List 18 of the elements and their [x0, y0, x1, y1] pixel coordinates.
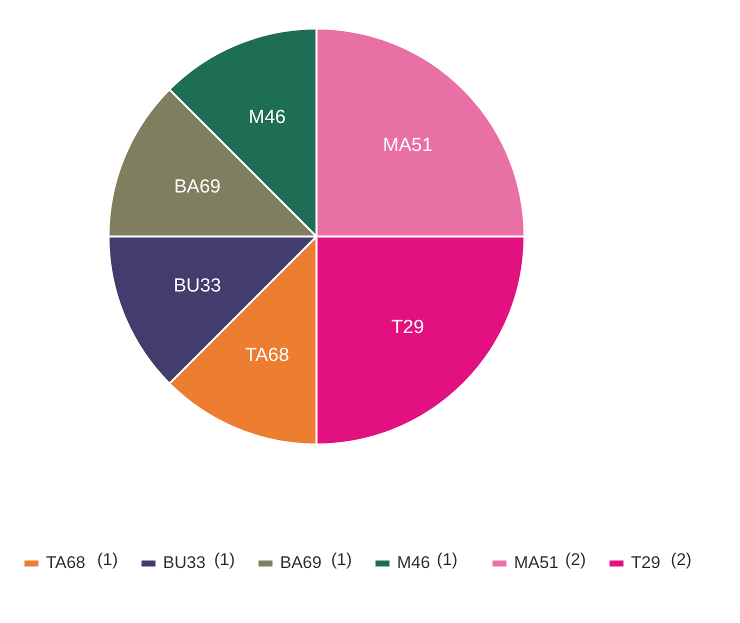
slice-label: BA69	[174, 176, 221, 198]
data-label: (1)	[436, 550, 458, 569]
legend-label: TA68	[46, 553, 86, 572]
legend-label: BU33	[163, 553, 206, 572]
slice-label: T29	[391, 317, 424, 338]
data-label: (1)	[97, 550, 118, 569]
legend-label: MA51	[514, 553, 558, 572]
legend-label: BA69	[280, 553, 322, 572]
data-label: (1)	[331, 550, 352, 569]
data-label: (2)	[670, 550, 692, 569]
slice-label: TA68	[245, 345, 290, 366]
legend-label: T29	[631, 553, 660, 572]
slice-label: MA51	[382, 134, 433, 156]
slice-label: BU33	[174, 275, 222, 296]
legend-label: M46	[397, 553, 430, 572]
data-label: (1)	[214, 550, 235, 569]
data-label: (2)	[565, 550, 586, 569]
slice-label: M46	[248, 106, 286, 128]
